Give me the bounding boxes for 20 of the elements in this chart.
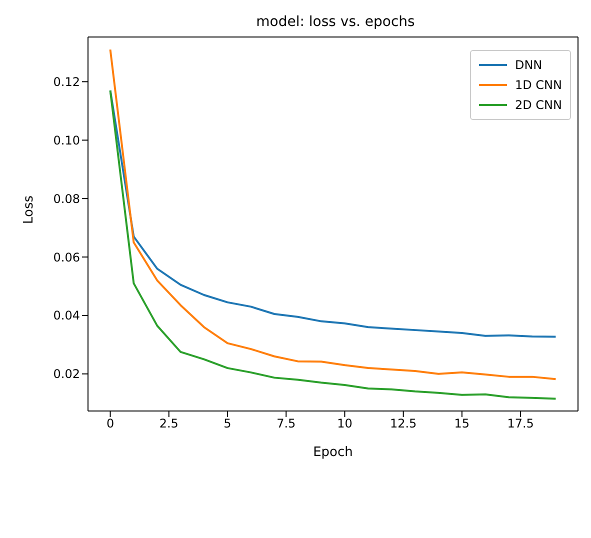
x-tick-label: 5 [224, 416, 232, 431]
x-tick-label: 0 [106, 416, 114, 431]
y-tick-label: 0.10 [53, 133, 80, 148]
chart-title: model: loss vs. epochs [255, 14, 416, 30]
legend-label: 2D CNN [514, 97, 562, 114]
legend-label: DNN [514, 57, 542, 74]
y-tick-label: 0.08 [53, 192, 80, 206]
y-tick-label: 0.12 [53, 74, 80, 89]
y-tick-label: 0.04 [53, 308, 80, 323]
x-tick-label: 12.5 [390, 416, 417, 431]
x-tick-label: 2.5 [159, 416, 178, 431]
x-tick-label: 10 [337, 416, 352, 431]
x-tick-label: 17.5 [507, 416, 534, 431]
y-tick-label: 0.06 [53, 250, 80, 264]
y-axis-title: Loss [22, 195, 37, 224]
x-axis-title: Epoch [313, 445, 353, 460]
x-tick-label: 7.5 [276, 416, 296, 431]
y-tick-label: 0.02 [53, 367, 80, 382]
x-tick-label: 15 [454, 416, 470, 431]
legend-label: 1D CNN [514, 77, 562, 94]
